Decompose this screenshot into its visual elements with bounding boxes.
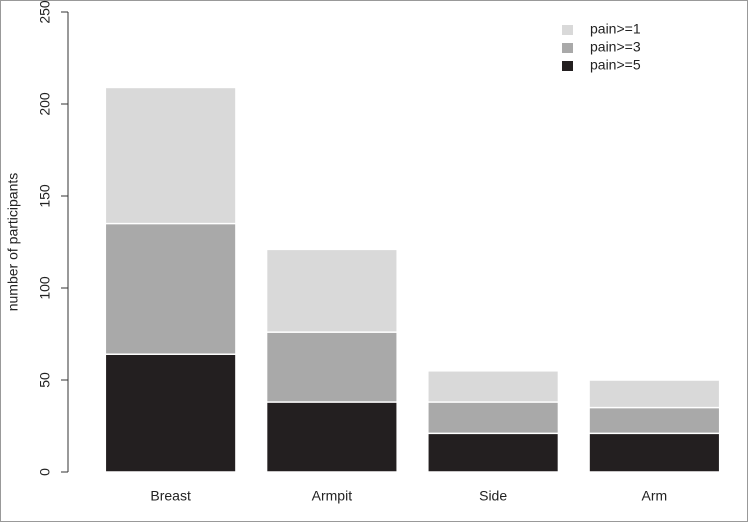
bar [427, 432, 560, 473]
bar [265, 401, 398, 473]
legend-swatch [562, 25, 573, 35]
legend-label: pain>=5 [590, 57, 641, 73]
x-tick-label: Breast [150, 488, 191, 504]
y-tick-label: 100 [37, 276, 53, 300]
y-axis-label: number of participants [5, 173, 21, 312]
y-tick-label: 50 [37, 372, 53, 388]
legend-label: pain>=3 [590, 39, 641, 55]
x-tick-label: Armpit [312, 488, 353, 504]
y-tick-label: 150 [37, 184, 53, 208]
legend-swatch [562, 43, 573, 53]
y-tick-label: 0 [37, 468, 53, 476]
legend-swatch [562, 61, 573, 71]
legend-label: pain>=1 [590, 21, 641, 37]
y-tick-label: 200 [37, 92, 53, 116]
y-tick-label: 250 [37, 0, 53, 24]
bar [588, 432, 721, 473]
bar [104, 353, 237, 473]
x-tick-label: Arm [642, 488, 668, 504]
x-tick-label: Side [479, 488, 507, 504]
